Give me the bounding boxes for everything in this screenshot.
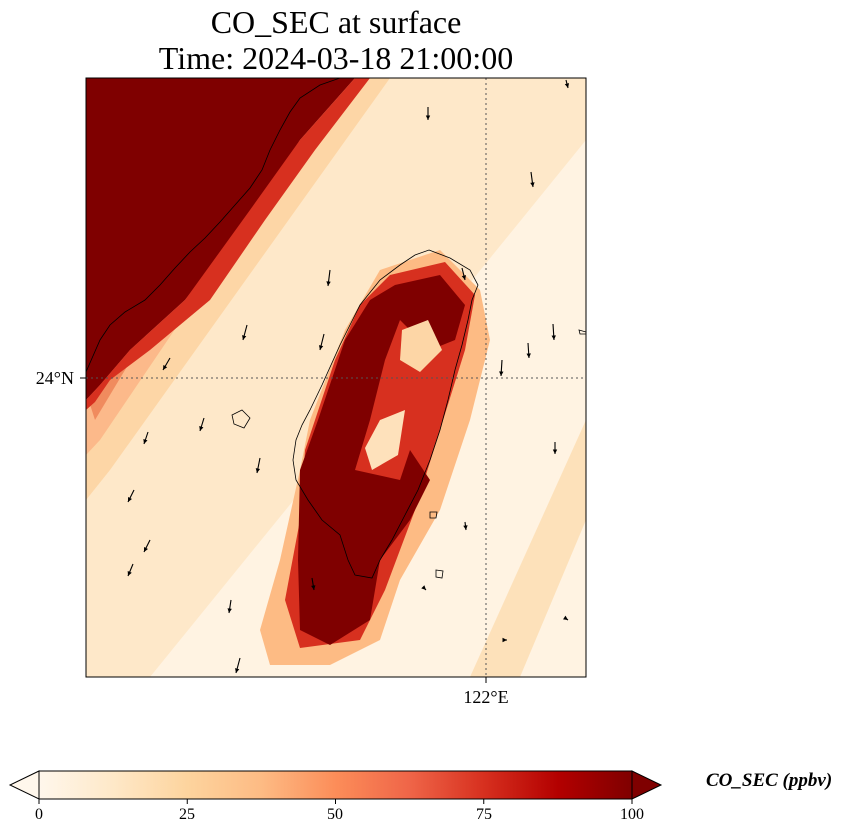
wind-arrow	[461, 267, 467, 281]
colorbar	[8, 770, 663, 804]
colorbar-extend-low	[8, 770, 40, 800]
taiwan-hole-south	[365, 410, 405, 470]
green-island-coastline	[429, 511, 438, 519]
colorbar-tick-label: 0	[35, 806, 43, 823]
taiwan-plume-core	[298, 275, 465, 645]
wind-arrow	[526, 342, 531, 359]
wind-arrow	[551, 323, 556, 341]
chart-subtitle: Time: 2024-03-18 21:00:00	[158, 40, 514, 76]
wind-arrow	[143, 539, 151, 553]
penghu-coastline	[231, 409, 251, 429]
wind-arrow	[227, 599, 232, 614]
colorbar-tick-label: 75	[476, 806, 492, 823]
wind-arrow	[326, 269, 331, 287]
wind-arrow	[255, 457, 261, 474]
concentration-field	[86, 78, 586, 677]
wind-vectors	[127, 79, 570, 674]
colorbar-extend-high	[631, 770, 663, 800]
colorbar-bar	[39, 771, 632, 799]
coastlines	[86, 78, 586, 579]
colorbar-tick-label: 100	[620, 806, 644, 823]
yonaguni-coastline	[578, 329, 586, 335]
wind-arrow	[199, 417, 205, 432]
wind-arrow	[463, 521, 468, 531]
orchid-island-coastline	[435, 569, 444, 579]
colorbar-tick-label: 50	[327, 806, 343, 823]
wind-arrow	[499, 359, 504, 377]
mainland-coastline	[86, 78, 341, 373]
wind-arrow	[143, 431, 149, 445]
east-band	[470, 420, 586, 677]
wind-arrow	[425, 107, 431, 120]
wind-arrow	[242, 324, 248, 341]
plume-mid	[86, 78, 390, 500]
wind-arrow	[127, 563, 134, 577]
taiwan-coastline	[292, 249, 479, 579]
taiwan-hole-north	[400, 320, 442, 372]
colorbar-tick-label: 25	[179, 806, 195, 823]
lat-label: 24°N	[36, 368, 74, 388]
wind-arrow	[563, 615, 569, 621]
wind-arrow	[564, 79, 570, 89]
wind-arrow	[127, 489, 135, 503]
wind-arrow	[235, 657, 241, 674]
wind-arrow	[502, 637, 507, 643]
lon-label: 122°E	[463, 687, 508, 707]
mainland-edge	[86, 78, 370, 410]
wind-arrow	[162, 357, 171, 371]
wind-arrow	[318, 333, 325, 351]
wind-arrow	[311, 577, 316, 591]
colorbar-label: CO_SEC (ppbv)	[706, 770, 833, 791]
wind-arrow	[530, 171, 535, 188]
wind-arrow	[421, 585, 427, 591]
gridlines	[86, 78, 586, 677]
chart-title: CO_SEC at surface	[210, 4, 462, 40]
wind-arrow	[552, 442, 558, 454]
